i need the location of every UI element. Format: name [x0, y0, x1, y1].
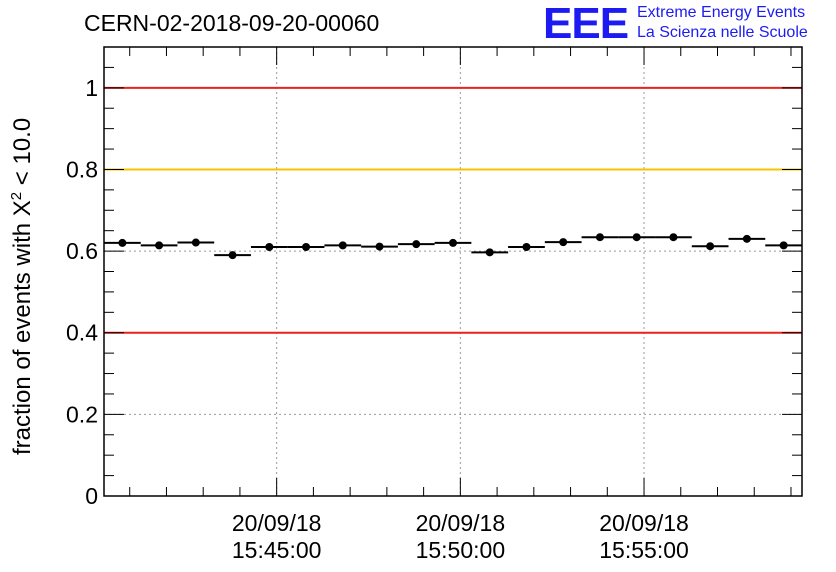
- data-point: [375, 242, 384, 251]
- y-axis-label-prefix: fraction of events with X: [9, 200, 36, 455]
- y-axis-label: fraction of events with X2 < 10.0: [8, 118, 37, 455]
- data-point: [412, 240, 421, 249]
- data-point: [265, 243, 274, 252]
- run-title: CERN-02-2018-09-20-00060: [84, 10, 380, 36]
- data-point: [669, 233, 678, 242]
- data-point: [302, 243, 311, 252]
- x-tick-label-date: 20/09/18: [599, 510, 689, 536]
- x-tick-label-date: 20/09/18: [416, 510, 506, 536]
- logo-line-1: Extreme Energy Events: [637, 4, 806, 21]
- data-point: [706, 242, 715, 251]
- data-point: [559, 238, 568, 247]
- axes: 00.20.40.60.8120/09/1815:45:0020/09/1815…: [66, 46, 803, 563]
- y-tick-label: 0.6: [66, 238, 98, 264]
- y-tick-label: 0.2: [66, 401, 98, 427]
- x-tick-label-time: 15:45:00: [232, 537, 322, 563]
- data-point: [779, 241, 788, 250]
- data-point: [595, 233, 604, 242]
- y-tick-label: 1: [85, 75, 98, 101]
- reference-lines: [104, 86, 802, 334]
- data-series: [104, 233, 802, 260]
- x-tick-label-time: 15:55:00: [599, 537, 689, 563]
- y-axis-label-suffix: < 10.0: [9, 117, 36, 192]
- x-tick-label-time: 15:50:00: [416, 537, 506, 563]
- logo-mark: EEE: [543, 0, 629, 48]
- y-tick-label: 0.4: [66, 320, 98, 346]
- data-point: [155, 241, 164, 250]
- y-tick-label: 0: [85, 483, 98, 509]
- data-point: [449, 238, 457, 247]
- y-tick-label: 0.8: [66, 156, 98, 182]
- y-axis-label-sup: 2: [8, 191, 25, 201]
- logo-line-2: La Scienza nelle Scuole: [637, 24, 808, 41]
- grid-layer: [104, 47, 802, 496]
- data-point: [485, 248, 494, 257]
- x-tick-label-date: 20/09/18: [232, 510, 322, 536]
- data-point: [338, 241, 347, 250]
- data-point: [522, 243, 531, 252]
- data-point: [118, 238, 127, 247]
- data-point: [632, 233, 641, 242]
- plot-frame: [103, 46, 803, 497]
- data-point: [742, 234, 751, 243]
- data-point: [228, 251, 237, 260]
- data-point: [191, 238, 200, 247]
